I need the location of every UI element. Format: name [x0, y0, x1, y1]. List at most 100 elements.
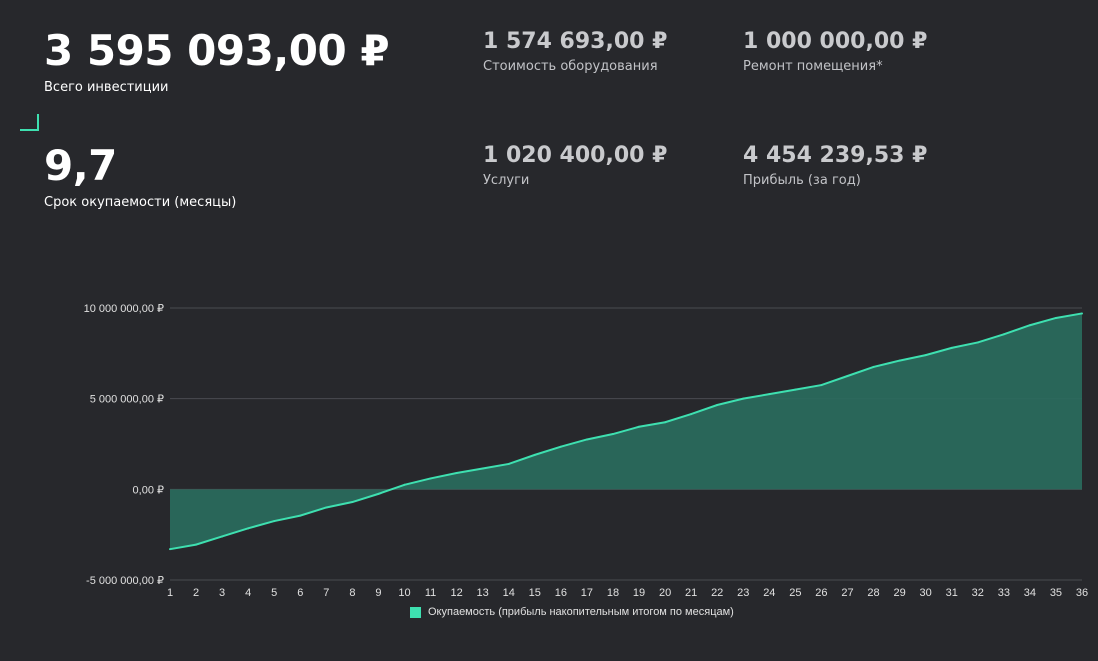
- x-tick-label: 4: [245, 587, 251, 599]
- x-tick-label: 17: [581, 587, 593, 599]
- x-tick-label: 31: [946, 587, 958, 599]
- data-point[interactable]: [1002, 333, 1005, 336]
- x-tick-label: 14: [503, 587, 515, 599]
- total-investment-metric: 3 595 093,00 ₽ Всего инвестиции: [44, 26, 390, 96]
- x-tick-label: 25: [789, 587, 801, 599]
- data-point[interactable]: [690, 413, 693, 416]
- data-point[interactable]: [169, 548, 171, 551]
- data-point[interactable]: [481, 467, 484, 470]
- data-point[interactable]: [924, 354, 927, 357]
- payback-metric: 9,7 Срок окупаемости (месяцы): [44, 141, 237, 211]
- x-tick-label: 13: [477, 587, 489, 599]
- y-tick-label: 10 000 000,00 ₽: [84, 303, 164, 315]
- data-point[interactable]: [325, 506, 328, 509]
- legend-swatch: [410, 606, 421, 618]
- profit-metric: 4 454 239,53 ₽ Прибыль (за год): [743, 143, 928, 189]
- x-tick-label: 34: [1024, 587, 1036, 599]
- services-label: Услуги: [483, 173, 530, 188]
- data-point[interactable]: [950, 346, 953, 349]
- x-tick-label: 2: [193, 587, 199, 599]
- y-tick-label: -5 000 000,00 ₽: [86, 575, 164, 587]
- data-point[interactable]: [794, 388, 797, 391]
- data-point[interactable]: [820, 384, 823, 387]
- x-tick-label: 28: [867, 587, 879, 599]
- x-tick-label: 27: [841, 587, 853, 599]
- x-tick-label: 26: [815, 587, 827, 599]
- corner-mark-icon: [20, 114, 39, 131]
- data-point[interactable]: [664, 421, 667, 424]
- x-tick-label: 33: [998, 587, 1010, 599]
- data-point[interactable]: [716, 404, 719, 407]
- total-investment-value: 3 595 093,00 ₽: [44, 26, 390, 75]
- data-point[interactable]: [351, 501, 354, 504]
- services-value: 1 020 400,00 ₽: [483, 143, 668, 168]
- x-tick-label: 8: [349, 587, 355, 599]
- x-tick-label: 29: [893, 587, 905, 599]
- x-tick-label: 24: [763, 587, 775, 599]
- renovation-value: 1 000 000,00 ₽: [743, 29, 928, 54]
- data-point[interactable]: [403, 483, 406, 486]
- payback-label: Срок окупаемости (месяцы): [44, 195, 237, 210]
- x-tick-label: 11: [425, 587, 436, 599]
- data-point[interactable]: [872, 365, 875, 368]
- data-point[interactable]: [742, 397, 745, 400]
- data-point[interactable]: [299, 514, 302, 517]
- x-tick-label: 22: [711, 587, 723, 599]
- y-axis-ticks: -5 000 000,00 ₽ 0,00 ₽ 5 000 000,00 ₽ 10 00…: [84, 303, 164, 587]
- data-point[interactable]: [1054, 316, 1057, 319]
- x-tick-label: 16: [555, 587, 567, 599]
- data-point[interactable]: [429, 477, 432, 480]
- x-tick-label: 3: [219, 587, 225, 599]
- x-tick-label: 30: [920, 587, 932, 599]
- x-tick-label: 7: [323, 587, 329, 599]
- data-point[interactable]: [976, 341, 979, 344]
- data-point[interactable]: [377, 492, 380, 495]
- data-point[interactable]: [1081, 312, 1083, 315]
- data-point[interactable]: [533, 453, 536, 456]
- payback-value: 9,7: [44, 141, 117, 190]
- services-metric: 1 020 400,00 ₽ Услуги: [483, 143, 668, 189]
- data-point[interactable]: [898, 359, 901, 362]
- data-point[interactable]: [195, 543, 198, 546]
- x-tick-label: 21: [685, 587, 697, 599]
- data-point[interactable]: [455, 472, 458, 475]
- y-tick-label: 0,00 ₽: [133, 484, 164, 496]
- data-point[interactable]: [768, 393, 771, 396]
- x-tick-label: 18: [607, 587, 619, 599]
- data-point[interactable]: [507, 462, 510, 465]
- data-point[interactable]: [221, 535, 224, 538]
- renovation-metric: 1 000 000,00 ₽ Ремонт помещения*: [743, 29, 928, 75]
- x-tick-label: 6: [297, 587, 303, 599]
- x-tick-label: 36: [1076, 587, 1088, 599]
- data-point[interactable]: [247, 527, 250, 530]
- x-tick-label: 19: [633, 587, 645, 599]
- data-point[interactable]: [585, 438, 588, 441]
- data-point[interactable]: [559, 445, 562, 448]
- y-tick-label: 5 000 000,00 ₽: [90, 394, 164, 406]
- x-tick-label: 35: [1050, 587, 1062, 599]
- x-tick-label: 20: [659, 587, 671, 599]
- data-point[interactable]: [638, 425, 641, 428]
- x-tick-label: 15: [529, 587, 541, 599]
- series-line: [169, 312, 1083, 551]
- equipment-metric: 1 574 693,00 ₽ Стоимость оборудования: [483, 29, 668, 75]
- area-layer: [169, 312, 1083, 551]
- equipment-label: Стоимость оборудования: [483, 59, 658, 74]
- x-tick-label: 1: [167, 587, 173, 599]
- data-point[interactable]: [1028, 324, 1031, 327]
- data-point[interactable]: [273, 520, 276, 523]
- total-investment-label: Всего инвестиции: [44, 80, 169, 95]
- legend-label: Окупаемость (прибыль накопительным итого…: [428, 606, 734, 618]
- chart-legend[interactable]: Окупаемость (прибыль накопительным итого…: [410, 606, 734, 618]
- profit-value: 4 454 239,53 ₽: [743, 143, 928, 168]
- x-tick-label: 23: [737, 587, 749, 599]
- x-tick-label: 12: [451, 587, 463, 599]
- x-tick-label: 9: [375, 587, 381, 599]
- x-tick-label: 10: [398, 587, 410, 599]
- x-tick-label: 32: [972, 587, 984, 599]
- equipment-value: 1 574 693,00 ₽: [483, 29, 668, 54]
- data-point[interactable]: [846, 375, 849, 377]
- renovation-label: Ремонт помещения*: [743, 59, 883, 74]
- data-point[interactable]: [611, 433, 614, 436]
- x-tick-label: 5: [271, 587, 277, 599]
